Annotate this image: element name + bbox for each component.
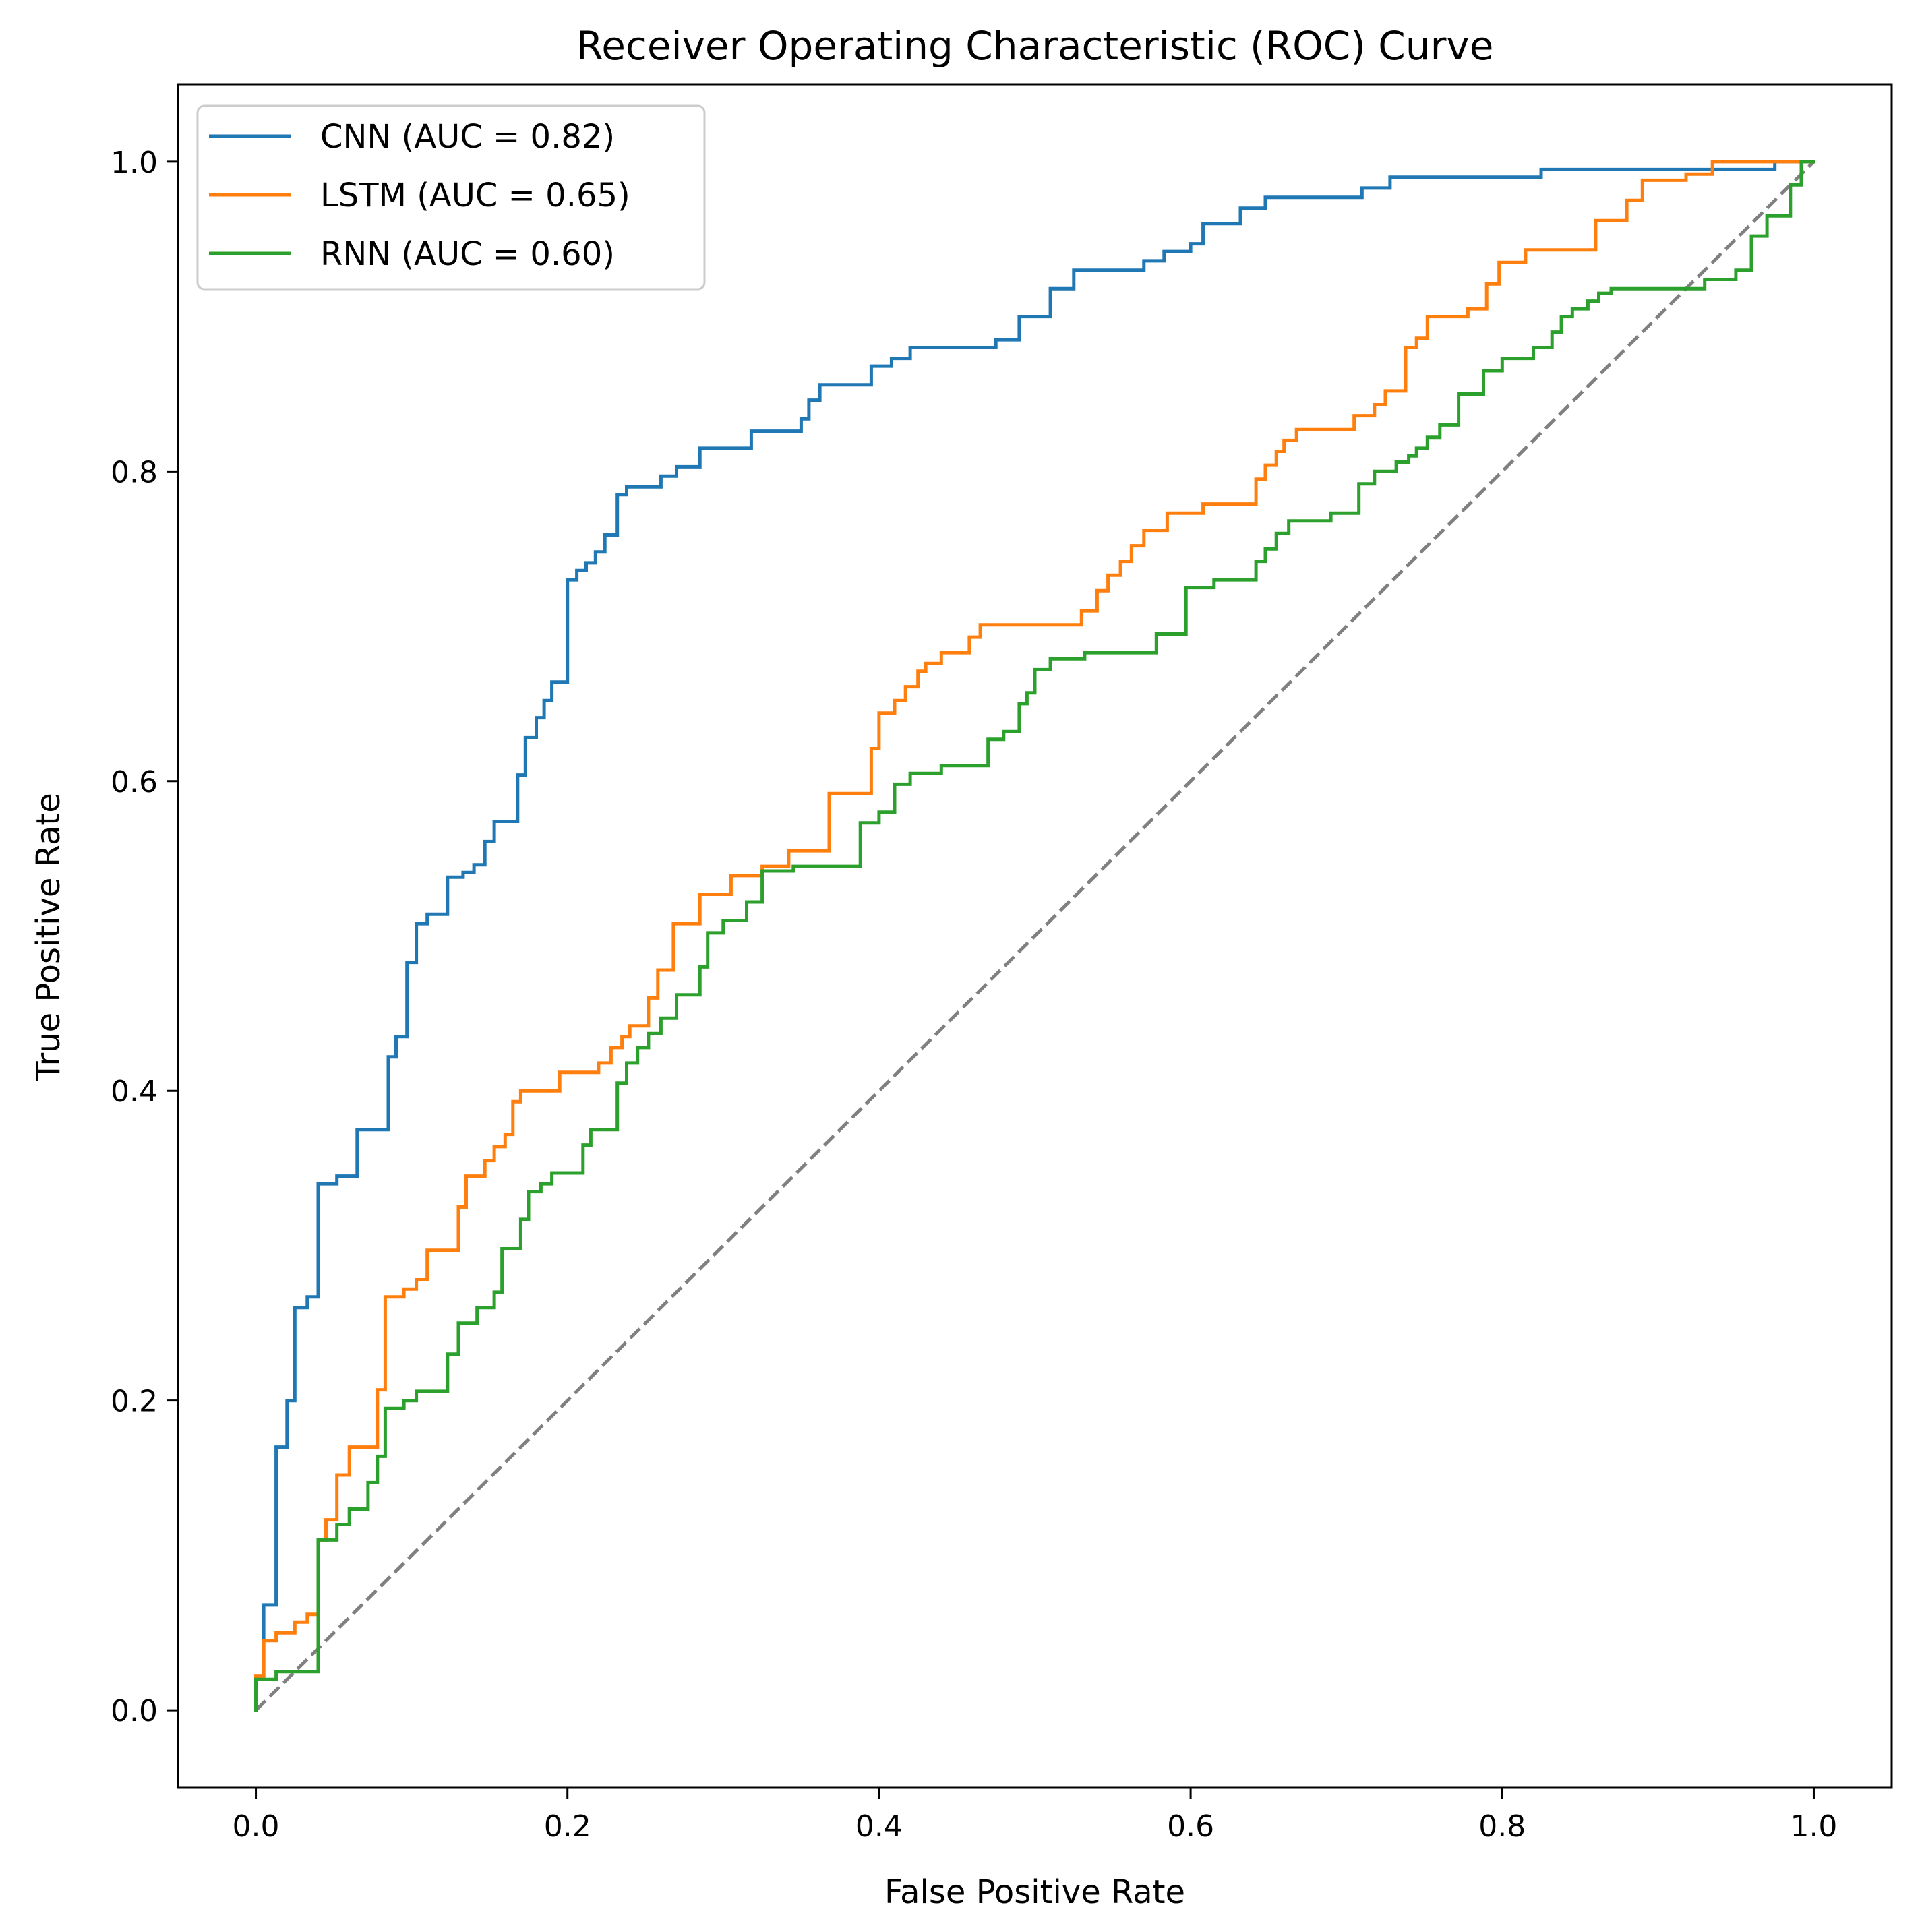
y-tick-label: 0.0: [111, 1694, 158, 1728]
legend-label-cnn: CNN (AUC = 0.82): [320, 118, 615, 156]
x-tick-label: 0.2: [544, 1809, 591, 1844]
legend-label-rnn: RNN (AUC = 0.60): [320, 235, 615, 273]
series-layer: [254, 160, 1815, 1712]
x-tick-label: 0.6: [1167, 1809, 1214, 1844]
legend-label-lstm: LSTM (AUC = 0.65): [320, 177, 630, 214]
x-tick-label: 0.4: [855, 1809, 903, 1844]
series-line-cnn: [254, 160, 1815, 1712]
ticks-layer: 0.0 0.2 0.4 0.6 0.8 1.0 0.0 0.2 0.4 0.6 0.8 1.0: [111, 146, 1837, 1844]
x-tick-label: 0.8: [1478, 1809, 1526, 1844]
y-tick-label: 0.4: [111, 1075, 158, 1109]
legend-box: [196, 104, 706, 291]
x-tick-label: 1.0: [1790, 1809, 1837, 1844]
x-tick-label: 0.0: [233, 1809, 280, 1844]
y-axis-label: True Positive Rate: [30, 793, 67, 1082]
chart-title: Receiver Operating Characteristic (ROC) …: [576, 23, 1494, 69]
diagonal-reference-line: [254, 160, 1815, 1712]
series-line-rnn: [254, 160, 1815, 1712]
legend: CNN (AUC = 0.82) LSTM (AUC = 0.65) RNN (…: [196, 104, 706, 291]
y-tick-label: 0.2: [111, 1385, 158, 1419]
series-line-lstm: [254, 160, 1815, 1712]
y-tick-label: 0.6: [111, 765, 158, 799]
x-axis-label: False Positive Rate: [884, 1873, 1185, 1911]
y-tick-label: 0.8: [111, 455, 158, 489]
y-tick-label: 1.0: [111, 146, 158, 180]
plot-frame: [177, 83, 1893, 1789]
